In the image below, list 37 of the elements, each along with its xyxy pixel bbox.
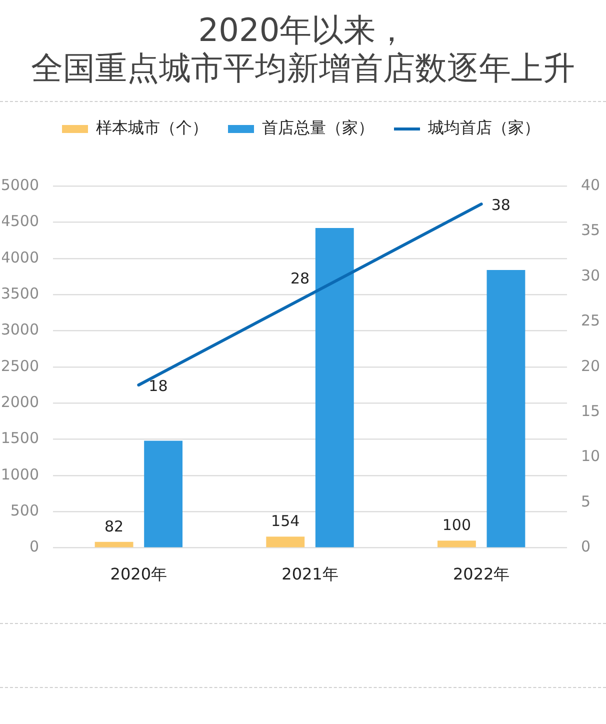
data-label: 18: [148, 376, 168, 395]
y-tick-label: 2500: [0, 356, 39, 375]
x-tick-label: 2020年: [110, 564, 168, 584]
bar: [315, 228, 354, 548]
legend-label: 城均首店（家）: [427, 118, 540, 138]
y2-tick-label: 20: [581, 356, 600, 375]
y-tick-label: 1000: [0, 465, 39, 484]
y2-tick-label: 0: [581, 538, 591, 556]
y-tick-label: 500: [10, 502, 39, 520]
y2-tick-label: 25: [581, 312, 600, 330]
data-label: 28: [290, 269, 310, 288]
chart-title: 2020年以来，全国重点城市平均新增首店数逐年上升: [30, 11, 576, 87]
y-tick-label: 3000: [0, 320, 39, 339]
y-tick-label: 0: [29, 538, 39, 556]
y2-tick-label: 30: [581, 266, 600, 284]
data-label: 154: [271, 512, 300, 530]
bar: [94, 542, 134, 548]
y2-tick-label: 5: [581, 492, 591, 510]
y-tick-label: 2000: [0, 392, 39, 411]
legend-label: 样本城市（个）: [96, 118, 208, 138]
bar: [437, 540, 476, 548]
y-tick-label: 5000: [0, 176, 39, 194]
bar: [144, 440, 183, 548]
y2-tick-label: 35: [581, 221, 600, 240]
y-tick-label: 1500: [0, 429, 39, 448]
data-label: 82: [104, 517, 124, 536]
legend-label: 首店总量（家）: [262, 118, 374, 138]
data-label: 100: [442, 516, 472, 534]
data-label: 38: [491, 196, 510, 214]
y2-tick-label: 15: [581, 402, 600, 420]
y2-tick-label: 40: [581, 176, 600, 194]
x-tick-label: 2021年: [282, 564, 338, 584]
x-tick-label: 2022年: [452, 564, 510, 584]
y-tick-label: 3500: [0, 284, 39, 302]
bar: [486, 270, 526, 548]
bar: [266, 536, 305, 548]
y2-tick-label: 10: [581, 447, 600, 466]
